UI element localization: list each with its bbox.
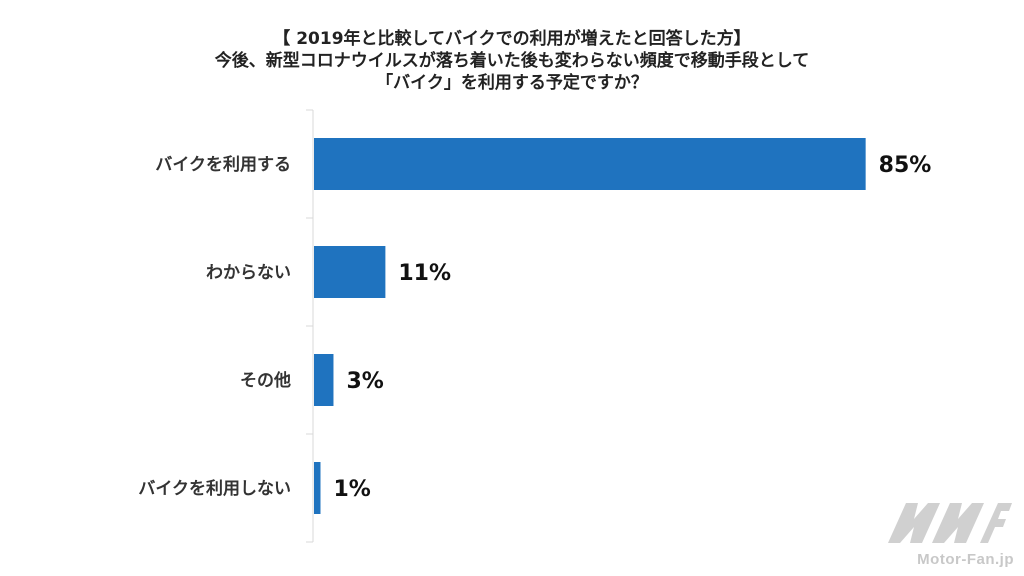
motor-fan-logo-icon — [888, 503, 1012, 543]
value-label: 1% — [333, 477, 370, 502]
value-label: 3% — [346, 369, 383, 394]
category-label: その他 — [240, 370, 291, 391]
watermark: Motor-Fan.jp — [884, 499, 1014, 568]
category-label: わからない — [206, 263, 291, 283]
chart-title: 【 2019年と比較してバイクでの利用が増えたと回答した方】 今後、新型コロナウ… — [0, 28, 1024, 94]
watermark-site-text: Motor-Fan.jp — [917, 551, 1014, 568]
value-label: 85% — [879, 153, 932, 178]
category-label: バイクを利用しない — [138, 478, 291, 499]
title-line-2: 今後、新型コロナウイルスが落ち着いた後も変わらない頻度で移動手段として — [214, 51, 810, 71]
bar — [314, 354, 334, 406]
category-label: バイクを利用する — [155, 154, 291, 175]
bar — [314, 138, 866, 190]
title-line-1: 【 2019年と比較してバイクでの利用が増えたと回答した方】 — [273, 29, 751, 49]
bar — [314, 462, 321, 514]
value-label: 11% — [398, 261, 451, 286]
bar — [314, 246, 386, 298]
title-line-3: 「バイク」を利用する予定ですか？ — [376, 73, 648, 93]
